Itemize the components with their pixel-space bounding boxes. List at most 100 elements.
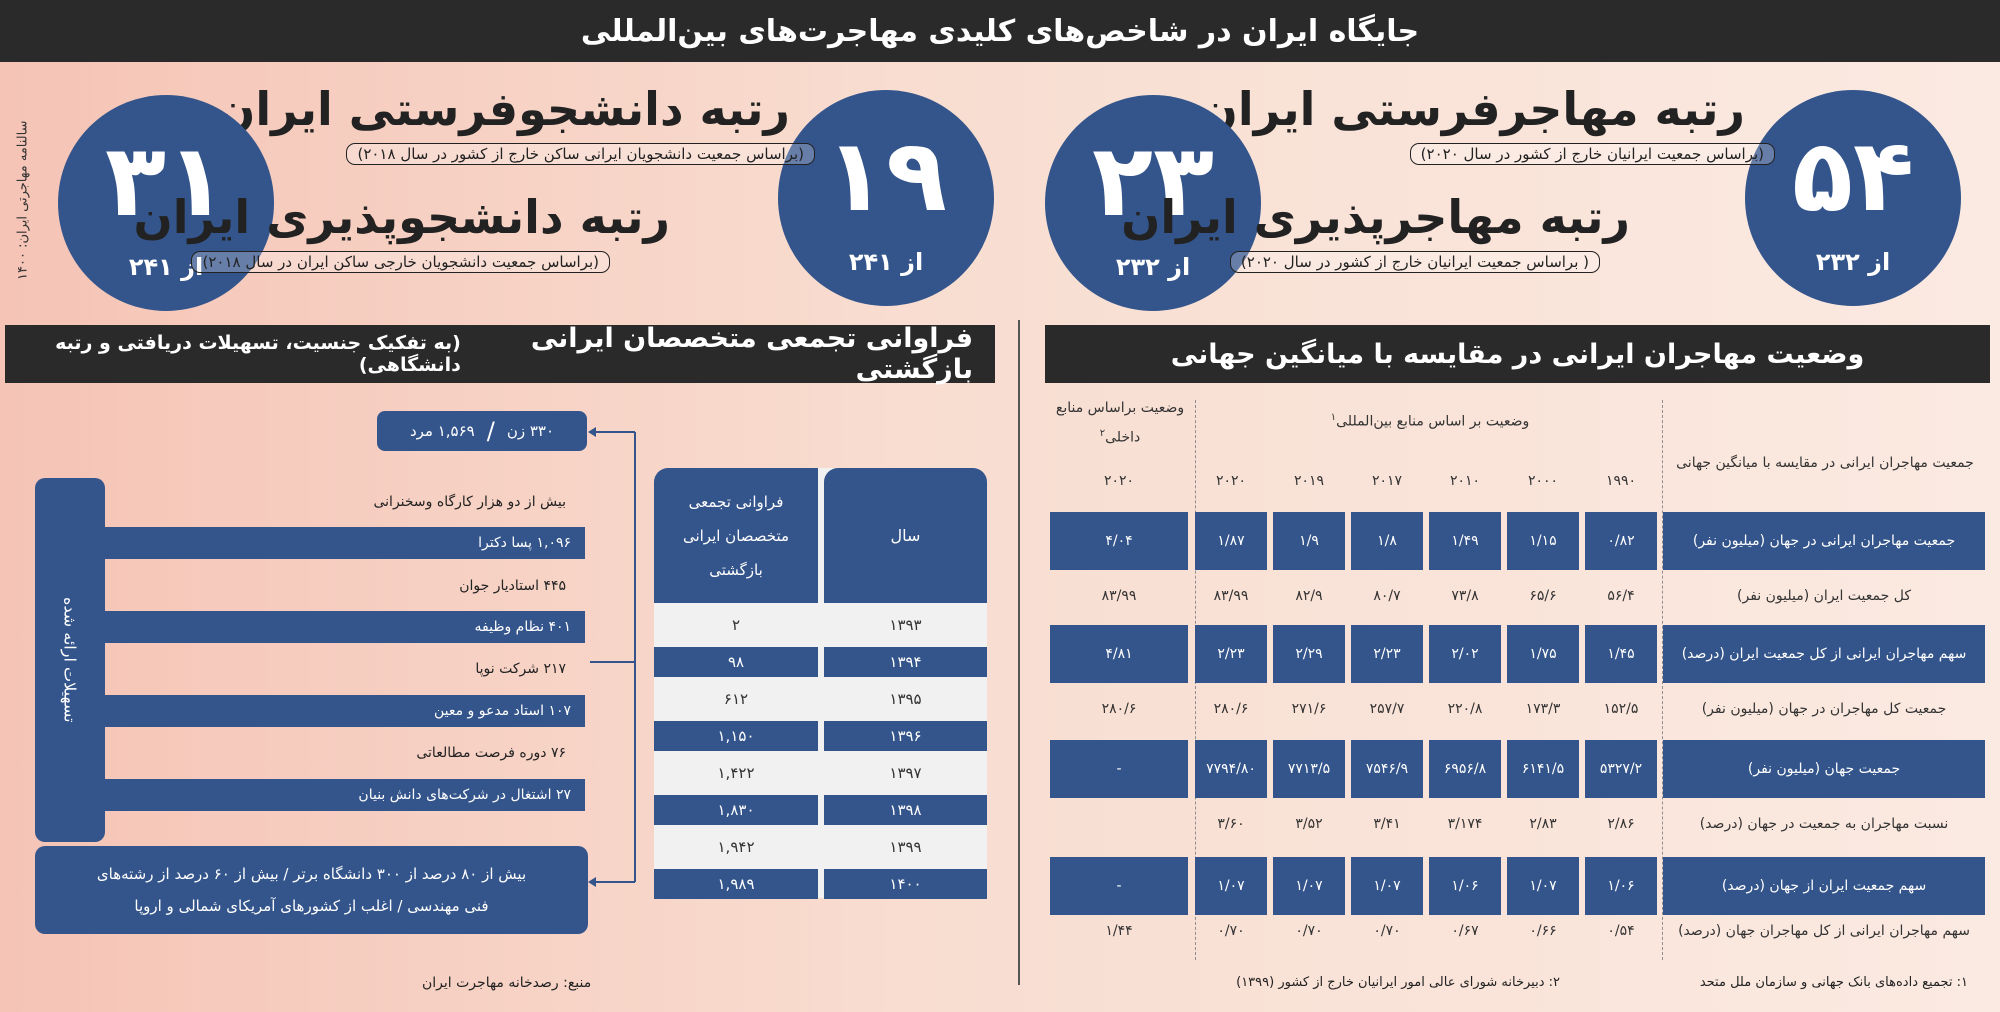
domestic-cell: ۴/۸۱ [1050,625,1188,683]
facility-item: ۷۶ دوره فرصت مطالعاتی [416,745,566,761]
table-cell: ۶۵/۶ [1529,588,1557,604]
returnee-year: ۱۳۹۵ [889,690,922,708]
row-label: جمعیت مهاجران ایرانی در جهان (میلیون نفر… [1663,512,1985,570]
table-cell: ۲/۸۳ [1529,816,1557,832]
table-cell: ۱/۴۵ [1585,625,1657,683]
table-cell: ۱/۴۹ [1429,512,1501,570]
returnee-count: ۱,۴۲۲ [717,764,755,782]
domestic-cell: ۸۳/۹۹ [1101,588,1137,604]
table-cell: ۲۷۱/۶ [1291,701,1327,717]
side-label: سالنامه مهاجرتی ایران: ۱۴۰۰ [15,120,31,280]
table-cell: ۷۷۹۴/۸۰ [1195,740,1267,798]
returnee-year: ۱۴۰۰ [824,869,987,899]
year-header: ۲۰۱۹ [1293,473,1325,489]
returnee-header-count: فراوانی تجمعی متخصصان ایرانی بازگشتی [654,468,818,603]
returnee-year: ۱۳۹۷ [889,764,922,782]
row-label: جمعیت جهان (میلیون نفر) [1663,740,1985,798]
table-cell: ۰/۷۰ [1373,923,1401,939]
rank-student-sending-circle: ۱۹ از ۲۴۱ [778,90,994,306]
table-cell: ۵۶/۴ [1607,588,1635,604]
international-note: ۱ [1330,412,1337,423]
row-label: جمعیت کل مهاجران در جهان (میلیون نفر) [1701,701,1947,717]
table-cell: ۲/۲۳ [1195,625,1267,683]
table-cell: ۷۷۱۳/۵ [1273,740,1345,798]
table-cell: ۶۱۴۱/۵ [1507,740,1579,798]
table-cell: ۰/۷۰ [1295,923,1323,939]
table-cell: ۱/۸۷ [1195,512,1267,570]
table-cell: ۰/۸۲ [1585,512,1657,570]
table-cell: ۲۵۷/۷ [1369,701,1405,717]
domestic-cell: ۱/۴۴ [1105,923,1133,939]
domestic-cell: ۲۸۰/۶ [1101,701,1137,717]
rank-immigration-title: رتبه مهاجرپذیری ایران [1121,190,1630,244]
table-cell: ۲/۲۹ [1273,625,1345,683]
table-cell: ۸۰/۷ [1373,588,1401,604]
table-cell: ۱/۰۷ [1507,857,1579,915]
table-cell: ۰/۶۶ [1529,923,1557,939]
table-cell: ۲/۰۲ [1429,625,1501,683]
rank-student-receiving-circle: ۳۱ از ۲۴۱ [58,95,274,311]
domestic-cell: - [1050,740,1188,798]
year-header: ۲۰۱۷ [1371,473,1403,489]
table-cell: ۱/۹ [1273,512,1345,570]
year-header: ۲۰۱۰ [1449,473,1481,489]
rank-emigration-title: رتبه مهاجرفرستی ایران [1198,82,1745,136]
table-cell: ۵۳۲۷/۲ [1585,740,1657,798]
rank-immigration-value: ۲۳ [1091,122,1215,239]
returnee-count: ۲ [731,616,741,634]
left-section-title: فراوانی تجمعی متخصصان ایرانی بازگشتی [530,323,973,385]
returnee-count: ۱,۹۴۲ [717,838,755,856]
rank-emigration-circle: ۵۴ از ۲۳۲ [1745,90,1961,306]
facility-item: ۴۰۱ نظام وظیفه [100,611,585,643]
table-divider [1662,400,1663,960]
table-cell: ۱/۰۷ [1195,857,1267,915]
table-cell: ۳/۴۱ [1373,816,1401,832]
table-cell: ۱/۱۵ [1507,512,1579,570]
rank-emigration-value: ۵۴ [1791,117,1915,234]
table-cell: ۲۲۰/۸ [1447,701,1483,717]
footnote-1: ۱: تجمیع داده‌های بانک جهانی و سازمان مل… [1699,975,1968,990]
domestic-note: ۲ [1099,428,1106,439]
rank-student-sending-of: از ۲۴۱ [848,248,924,276]
table-cell: ۰/۶۷ [1451,923,1479,939]
table-cell: ۱/۷۵ [1507,625,1579,683]
returnee-count: ۶۱۲ [723,690,749,708]
facility-item: ۲۷ اشتغال در شرکت‌های دانش بنیان [100,779,585,811]
row-label: سهم مهاجران ایرانی از کل جمعیت ایران (در… [1663,625,1985,683]
table-cell: ۱۷۳/۳ [1525,701,1561,717]
row-label: سهم جمعیت ایران از جهان (درصد) [1663,857,1985,915]
table-cell: ۲/۸۶ [1607,816,1635,832]
returnee-year: ۱۳۹۶ [824,721,987,751]
table-cell: ۳/۱۷۴ [1447,816,1483,832]
table-cell: ۶۹۵۶/۸ [1429,740,1501,798]
gender-separator: / [486,417,495,445]
table-cell: ۸۲/۹ [1295,588,1323,604]
gender-male: ۱,۵۶۹ مرد [409,422,475,440]
rank-immigration-circle: ۲۳ از ۲۳۲ [1045,95,1261,311]
domestic-cell [1050,808,1188,840]
university-line-1: بیش از ۸۰ درصد از ۳۰۰ دانشگاه برتر / بیش… [96,865,527,883]
facility-item: ۱,۰۹۶ پسا دکترا [100,527,585,559]
facility-item: ۲۱۷ شرکت نوپا [475,661,566,677]
table-cell: ۷۵۴۶/۹ [1351,740,1423,798]
rank-student-sending-value: ۱۹ [824,117,948,234]
bracket-connector [588,427,636,887]
returnee-header-year: سال [824,468,987,603]
left-section-title-note: (به تفکیک جنسیت، تسهیلات دریافتی و رتبه … [55,332,461,376]
year-header: ۲۰۲۰ [1215,473,1247,489]
returnee-count: ۹۸ [654,647,818,677]
rank-student-receiving-value: ۳۱ [104,122,228,239]
domestic-year-header: ۲۰۲۰ [1103,473,1135,489]
domestic-cell: - [1050,857,1188,915]
year-header: ۱۹۹۰ [1605,473,1637,489]
table-cell: ۱/۰۷ [1273,857,1345,915]
table-cell: ۳/۵۲ [1295,816,1323,832]
facilities-label: تسهیلات ارائه شده [60,597,80,723]
left-section-bar: فراوانی تجمعی متخصصان ایرانی بازگشتی (به… [5,323,995,385]
returnee-year: ۱۳۹۸ [824,795,987,825]
footnote-2: ۲: دبیرخانه شورای عالی امور ایرانیان خار… [1236,975,1560,990]
domestic-header-text: وضعیت براساس منابع داخلی [1055,400,1185,446]
table-cell: ۳/۶۰ [1217,816,1245,832]
returnee-count: ۱,۱۵۰ [654,721,818,751]
table-cell: ۱/۰۶ [1585,857,1657,915]
